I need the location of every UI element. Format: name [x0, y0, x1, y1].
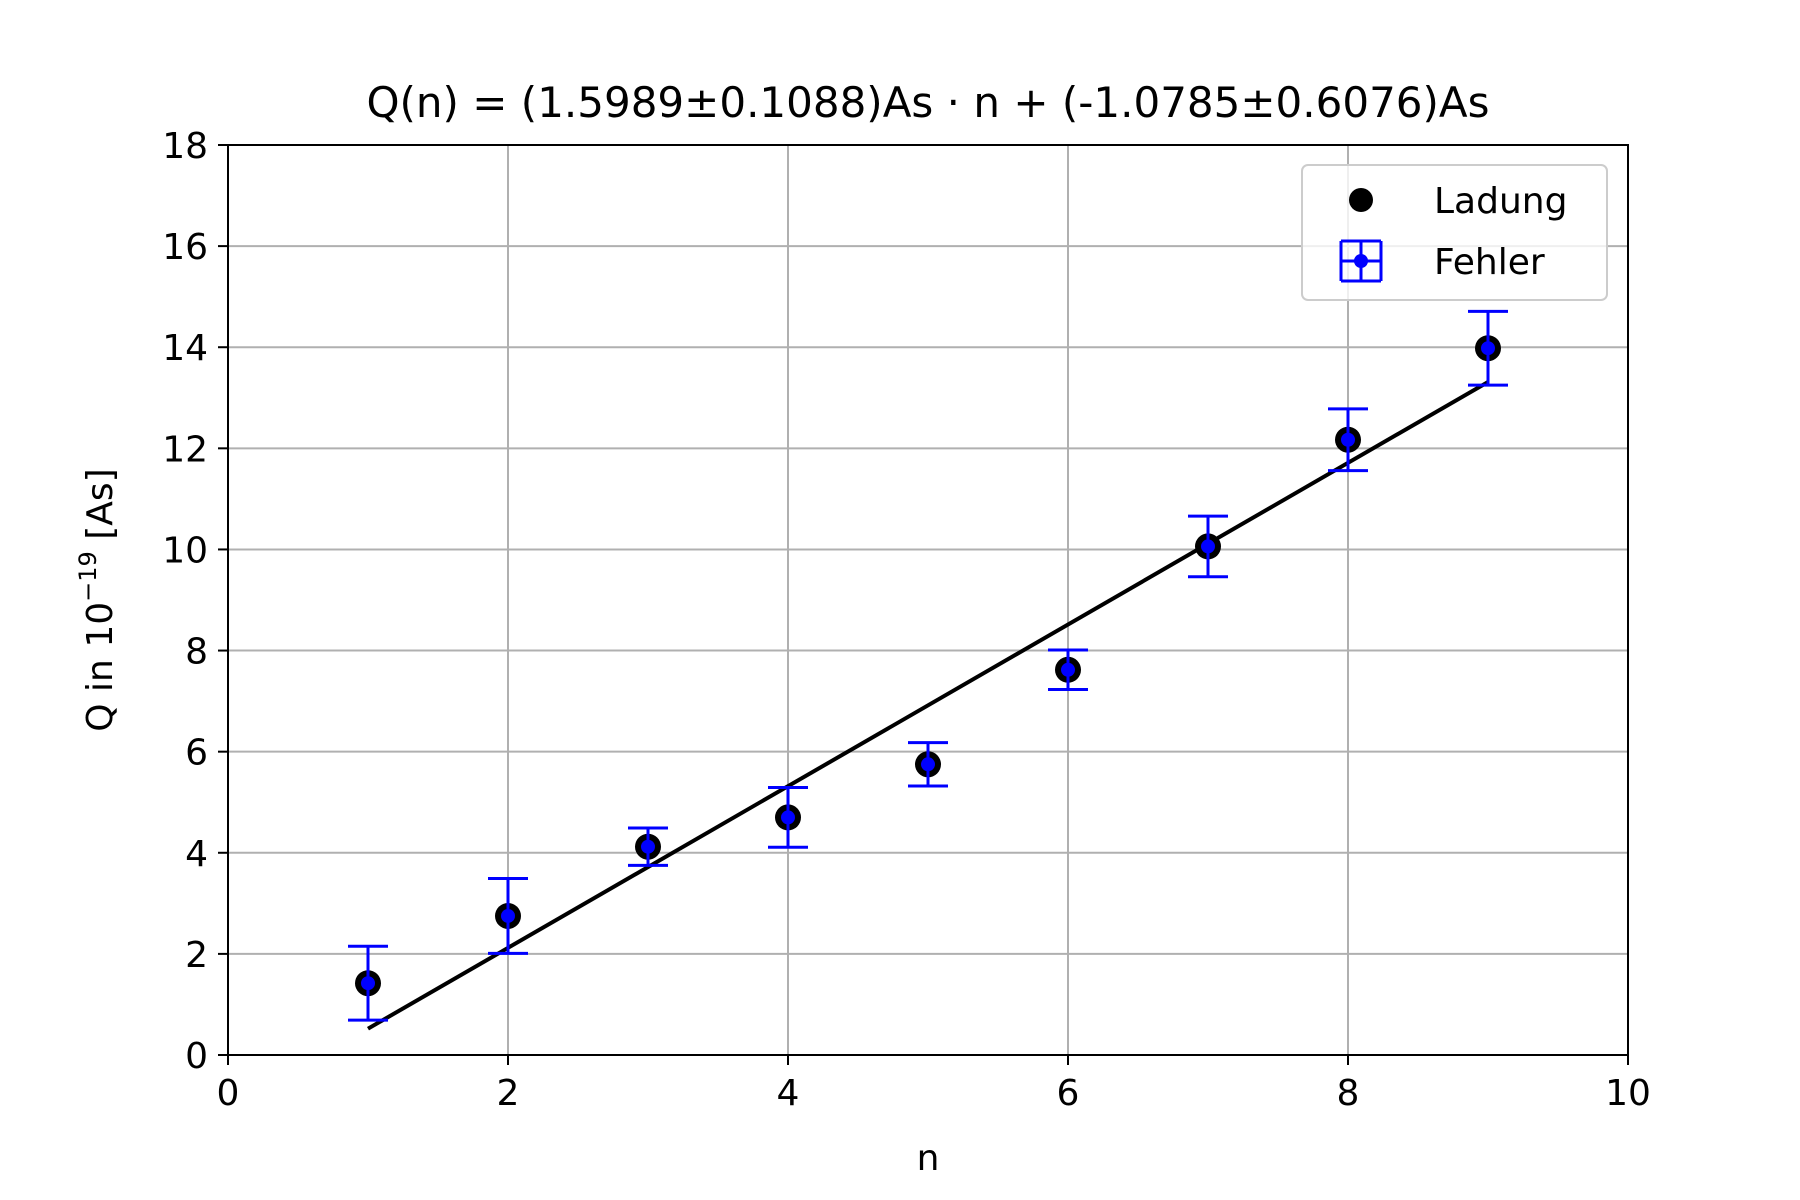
chart-title: Q(n) = (1.5989±0.1088)As · n + (-1.0785±… — [366, 78, 1489, 127]
error-bar-fehler — [628, 826, 668, 867]
x-tick-label: 8 — [1337, 1073, 1360, 1114]
legend-marker-ladung — [1349, 188, 1373, 212]
error-bar-fehler — [1048, 648, 1088, 691]
y-tick-label: 12 — [162, 429, 208, 470]
error-point-center — [1061, 662, 1075, 677]
error-bar-fehler — [1468, 309, 1508, 387]
x-tick-label: 0 — [217, 1073, 240, 1114]
y-axis-label-base: Q in 10 — [80, 602, 121, 732]
legend-label-ladung: Ladung — [1434, 181, 1567, 222]
plot-area-frame — [227, 144, 1629, 1056]
error-bar-fehler — [348, 944, 388, 1022]
y-tick-label: 0 — [185, 1036, 208, 1077]
x-tick-label: 10 — [1605, 1073, 1651, 1114]
error-bar-fehler — [768, 786, 808, 849]
y-tick-label: 16 — [162, 227, 208, 268]
error-point-center — [1481, 341, 1495, 356]
x-tick-label: 2 — [497, 1073, 520, 1114]
y-axis-label: Q in 10−19 [As] — [74, 468, 121, 731]
y-tick-label: 6 — [185, 733, 208, 774]
y-tick-label: 18 — [162, 126, 208, 167]
legend-marker-fehler — [1339, 239, 1383, 283]
error-bar-fehler — [488, 877, 528, 955]
error-point-center — [641, 839, 655, 854]
x-axis-label: n — [917, 1138, 940, 1179]
x-tick-label: 4 — [777, 1073, 800, 1114]
data-layer — [348, 309, 1508, 1022]
error-bar-fehler — [908, 741, 948, 788]
error-bar-fehler — [1328, 407, 1368, 473]
x-tick-label: 6 — [1057, 1073, 1080, 1114]
fit-line — [366, 380, 1490, 1031]
y-axis-label-unit: [As] — [80, 468, 121, 551]
legend-box — [1301, 164, 1608, 301]
axis-ticks: 0 2 4 6 8 10 0 2 4 6 8 10 12 14 16 18 — [162, 126, 1651, 1114]
error-point-center — [781, 810, 795, 825]
error-point-center — [921, 757, 935, 772]
error-point-center — [361, 976, 375, 991]
error-point-center — [1201, 539, 1215, 554]
y-tick-label: 2 — [185, 935, 208, 976]
y-tick-label: 14 — [162, 328, 208, 369]
error-bar-fehler — [1188, 514, 1228, 579]
y-tick-label: 10 — [162, 530, 208, 571]
legend-label-fehler: Fehler — [1434, 242, 1545, 283]
error-point-center — [501, 908, 515, 923]
legend: Ladung Fehler — [1301, 164, 1608, 301]
fit-line-layer — [366, 380, 1490, 1031]
y-tick-label: 4 — [185, 834, 208, 875]
y-axis-label-exponent: −19 — [74, 551, 102, 602]
legend-errorbar-point — [1354, 254, 1368, 268]
y-tick-label: 8 — [185, 632, 208, 673]
error-point-center — [1341, 432, 1355, 447]
